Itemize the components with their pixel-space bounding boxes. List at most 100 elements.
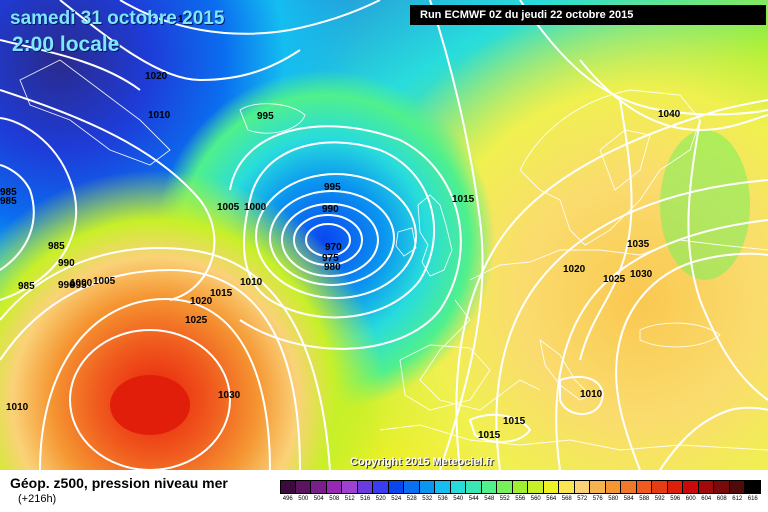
isobar-label: 1015 xyxy=(478,430,501,441)
isobar-label: 1020 xyxy=(563,264,586,275)
legend-entry: 500 xyxy=(295,480,311,502)
isobar-label: 1015 xyxy=(210,288,233,299)
isobar-label: 1005 xyxy=(93,276,116,287)
legend-swatch xyxy=(404,480,420,494)
isobar-label: 1030 xyxy=(218,390,241,401)
legend-entry: 572 xyxy=(574,480,590,502)
legend-swatch xyxy=(574,480,590,494)
legend-entry: 600 xyxy=(683,480,699,502)
isobar-label: 1020 xyxy=(145,71,168,82)
legend-swatch xyxy=(388,480,404,494)
legend-label: 528 xyxy=(406,496,417,502)
legend-swatch xyxy=(373,480,389,494)
legend-swatch xyxy=(636,480,652,494)
map-footer: Géop. z500, pression niveau mer (+216h) … xyxy=(0,470,768,512)
legend-swatch xyxy=(698,480,714,494)
legend-label: 552 xyxy=(499,496,510,502)
map-parameter-title: Géop. z500, pression niveau mer xyxy=(10,475,228,491)
legend-entry: 528 xyxy=(404,480,420,502)
legend-label: 572 xyxy=(577,496,588,502)
legend-swatch xyxy=(512,480,528,494)
forecast-map: 1020 1010 995 985 985 1005 1000 995 990 … xyxy=(0,0,768,470)
isobar-label: 990 xyxy=(58,280,75,291)
legend-swatch xyxy=(311,480,327,494)
isobar-label: 1025 xyxy=(185,315,208,326)
legend-swatch xyxy=(652,480,668,494)
legend-swatch xyxy=(745,480,761,494)
legend-entry: 516 xyxy=(357,480,373,502)
isobar-label: 1010 xyxy=(6,402,29,413)
forecast-date: samedi 31 octobre 2015 xyxy=(10,8,225,29)
isobar-label: 1015 xyxy=(503,416,526,427)
legend-entry: 584 xyxy=(621,480,637,502)
legend-swatch xyxy=(435,480,451,494)
legend-entry: 616 xyxy=(745,480,761,502)
legend-swatch xyxy=(543,480,559,494)
isobar-label: 980 xyxy=(324,262,341,273)
legend-entry: 588 xyxy=(636,480,652,502)
legend-entry: 556 xyxy=(512,480,528,502)
legend-label: 540 xyxy=(453,496,464,502)
isobar-label: 975 xyxy=(322,253,339,264)
isobar-label: 1010 xyxy=(240,277,263,288)
legend-entry: 536 xyxy=(435,480,451,502)
legend-entry: 512 xyxy=(342,480,358,502)
legend-swatch xyxy=(357,480,373,494)
legend-swatch xyxy=(621,480,637,494)
legend-swatch xyxy=(342,480,358,494)
legend-swatch xyxy=(466,480,482,494)
legend-entry: 568 xyxy=(559,480,575,502)
legend-label: 564 xyxy=(546,496,557,502)
legend-swatch xyxy=(419,480,435,494)
legend-entry: 612 xyxy=(729,480,745,502)
isobar-label: 1000 xyxy=(70,278,93,289)
legend-entry: 592 xyxy=(652,480,668,502)
legend-entry: 496 xyxy=(280,480,296,502)
legend-label: 516 xyxy=(360,496,371,502)
isobar-label: 995 xyxy=(324,182,341,193)
isobar-labels: 1020 1010 995 985 985 1005 1000 995 990 … xyxy=(0,14,681,441)
coastlines xyxy=(19,59,768,451)
legend-label: 524 xyxy=(391,496,402,502)
legend-label: 568 xyxy=(561,496,572,502)
isobar-label: 985 xyxy=(0,187,17,198)
legend-swatch xyxy=(326,480,342,494)
isobar-label: 985 xyxy=(48,241,65,252)
legend-label: 588 xyxy=(639,496,650,502)
isobar-label: 1030 xyxy=(630,269,653,280)
legend-label: 576 xyxy=(592,496,603,502)
legend-entry: 532 xyxy=(419,480,435,502)
legend-label: 580 xyxy=(608,496,619,502)
legend-entry: 608 xyxy=(714,480,730,502)
legend-swatch xyxy=(667,480,683,494)
color-scale-legend: 496 500 504 508 512 516 520 524 528 532 536 540 544 5… xyxy=(280,480,761,502)
isobar-label: 1010 xyxy=(580,389,603,400)
forecast-lead-time: (+216h) xyxy=(18,493,57,505)
legend-entry: 560 xyxy=(528,480,544,502)
isobar-label: 990 xyxy=(322,204,339,215)
isobar-label: 990 xyxy=(58,258,75,269)
legend-label: 584 xyxy=(623,496,634,502)
isobar-label: 1005 xyxy=(217,202,240,213)
legend-label: 616 xyxy=(747,496,758,502)
legend-label: 592 xyxy=(654,496,665,502)
legend-label: 556 xyxy=(515,496,526,502)
legend-entry: 576 xyxy=(590,480,606,502)
legend-label: 608 xyxy=(716,496,727,502)
legend-swatch xyxy=(528,480,544,494)
legend-swatch xyxy=(590,480,606,494)
legend-label: 508 xyxy=(329,496,340,502)
legend-label: 596 xyxy=(670,496,681,502)
legend-label: 604 xyxy=(701,496,712,502)
legend-label: 544 xyxy=(468,496,479,502)
legend-entry: 580 xyxy=(605,480,621,502)
legend-label: 496 xyxy=(282,496,293,502)
legend-entry: 508 xyxy=(326,480,342,502)
legend-swatch xyxy=(559,480,575,494)
isobar-label: 1010 xyxy=(148,110,171,121)
legend-entry: 596 xyxy=(667,480,683,502)
legend-swatch xyxy=(450,480,466,494)
legend-label: 532 xyxy=(422,496,433,502)
isobar-label: 1000 xyxy=(244,202,267,213)
